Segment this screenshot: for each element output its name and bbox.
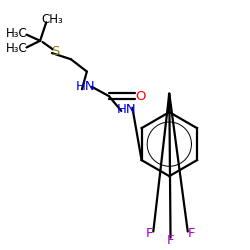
Text: F: F (146, 228, 153, 240)
Text: F: F (167, 234, 174, 247)
Text: HN: HN (76, 80, 96, 93)
Text: S: S (51, 45, 59, 58)
Text: H₃C: H₃C (6, 42, 28, 55)
Text: HN: HN (116, 103, 136, 116)
Text: O: O (136, 90, 146, 103)
Text: H₃C: H₃C (6, 28, 28, 40)
Text: CH₃: CH₃ (42, 13, 63, 26)
Text: F: F (188, 228, 195, 240)
